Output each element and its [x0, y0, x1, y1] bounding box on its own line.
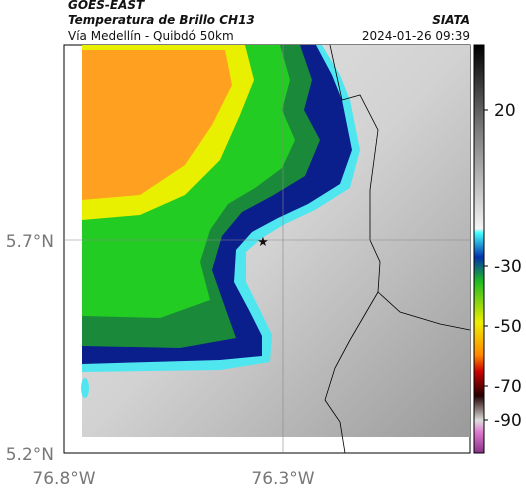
- x-tick-label: 76.3°W: [251, 469, 314, 489]
- colorbar: [473, 44, 485, 454]
- colorbar-tick-label: -30: [494, 257, 522, 277]
- cloud-orange: [82, 50, 232, 200]
- source: SIATA: [432, 13, 470, 27]
- map: ★: [63, 44, 471, 454]
- colorbar-tick-label: -90: [494, 411, 522, 431]
- location: Vía Medellín - Quibdó 50km: [68, 29, 234, 43]
- colorbar-ticks: 20 -30 -50 -70 -90: [484, 101, 522, 431]
- location-marker: ★: [257, 235, 269, 250]
- cloud-blob: [81, 378, 89, 398]
- subtitle: Temperatura de Brillo CH13: [68, 13, 255, 27]
- colorbar-tick-label: -50: [494, 317, 522, 337]
- y-tick-label: 5.2°N: [6, 445, 54, 465]
- datetime: 2024-01-26 09:39: [362, 29, 470, 43]
- x-tick-label: 76.8°W: [32, 469, 95, 489]
- y-tick-label: 5.7°N: [6, 232, 54, 252]
- colorbar-tick-label: 20: [494, 101, 516, 121]
- colorbar-tick-label: -70: [494, 377, 522, 397]
- title: GOES-EAST: [68, 0, 145, 12]
- border-line: [324, 291, 379, 454]
